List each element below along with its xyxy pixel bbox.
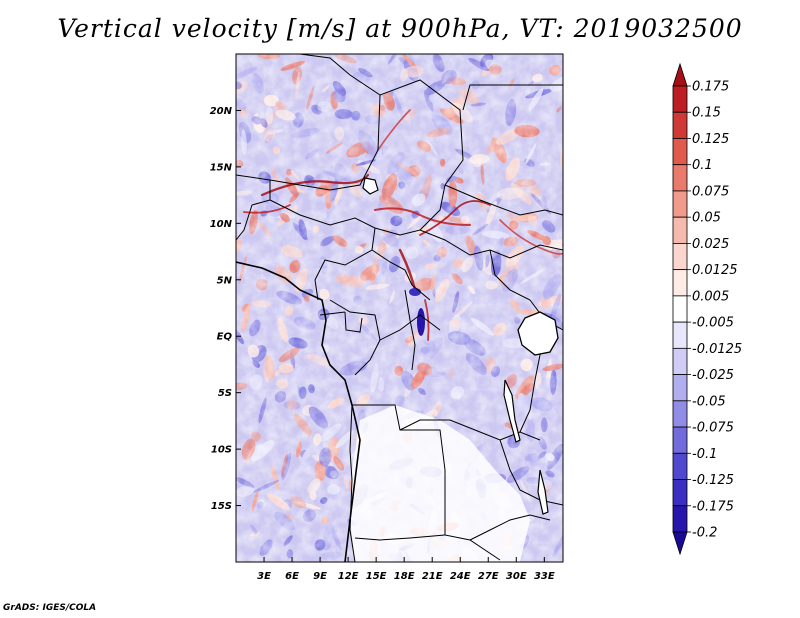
colorbar-label: -0.05 (692, 394, 726, 409)
lake-malawi (537, 469, 549, 515)
colorbar-label: 0.025 (692, 237, 729, 252)
lat-tick-label: 5S (218, 388, 232, 399)
colorbar-label: 0.15 (692, 106, 721, 121)
updraft-streak (424, 299, 430, 341)
colorbar-label: -0.005 (692, 316, 734, 331)
colorbar-swatch (672, 505, 688, 533)
colorbar: 0.175 0.15 0.125 0.1 0.075 0.05 0.025 0.0125 0.0… (672, 62, 742, 556)
border-line (329, 299, 381, 376)
lon-tick-label: 27E (478, 571, 499, 582)
colorbar-swatch (672, 243, 688, 271)
lake-tanganyika (503, 379, 521, 443)
colorbar-label: -0.1 (692, 447, 717, 462)
lat-tick-label: 10N (210, 219, 233, 230)
colorbar-swatch (672, 321, 688, 349)
updraft-streak (419, 200, 491, 236)
lon-tick-label: 21E (422, 571, 443, 582)
colorbar-swatch (672, 138, 688, 166)
colorbar-swatch (672, 452, 688, 480)
latitude-axis: 20N 15N 10N 5N EQ 5S 10S 15S (210, 106, 241, 512)
border-line (444, 184, 563, 216)
colorbar-label: -0.175 (692, 499, 734, 514)
colorbar-top-arrow (672, 62, 688, 87)
border-line (349, 404, 356, 562)
updraft-streak (260, 173, 370, 197)
updraft-streak (377, 109, 411, 151)
colorbar-swatch (672, 269, 688, 297)
updraft-streak (499, 219, 563, 255)
colorbar-swatch (672, 190, 688, 218)
border-line (379, 79, 464, 231)
colorbar-swatch (672, 111, 688, 139)
border-line (462, 84, 563, 111)
border-line (404, 289, 416, 371)
lat-tick-label: 10S (211, 445, 232, 456)
lat-tick-label: 15S (211, 501, 232, 512)
colorbar-swatch (672, 164, 688, 192)
lake-chad (362, 177, 379, 195)
chart-title: Vertical velocity [m/s] at 900hPa, VT: 2… (57, 14, 743, 43)
border-line (371, 249, 431, 301)
border-line (374, 227, 563, 259)
border-line (354, 534, 446, 541)
colorbar-label: -0.125 (692, 473, 734, 488)
colorbar-swatch (672, 216, 688, 244)
downdraft-core (417, 308, 425, 336)
lon-tick-label: 18E (394, 571, 415, 582)
lon-tick-label: 33E (534, 571, 555, 582)
lon-tick-label: 15E (366, 571, 387, 582)
colorbar-swatch (672, 400, 688, 428)
lon-tick-label: 30E (506, 571, 527, 582)
colorbar-label: 0.005 (692, 289, 729, 304)
lon-tick-label: 6E (285, 571, 299, 582)
map-frame (235, 53, 564, 563)
downdraft-core (409, 288, 421, 296)
colorbar-swatch (672, 295, 688, 323)
lake-victoria (517, 311, 559, 356)
border-line (344, 311, 363, 333)
colorbar-label: 0.125 (692, 132, 729, 147)
border-line (269, 54, 381, 191)
colorbar-swatch (672, 347, 688, 375)
colorbar-label: -0.025 (692, 368, 734, 383)
updraft-streak (243, 204, 291, 214)
colorbar-bottom-arrow (672, 531, 688, 556)
lon-tick-label: 3E (257, 571, 271, 582)
colorbar-swatch (672, 374, 688, 402)
lat-tick-label: 15N (210, 162, 233, 173)
colorbar-label: 0.075 (692, 184, 729, 199)
lon-tick-label: 12E (338, 571, 359, 582)
colorbar-label: -0.075 (692, 421, 734, 436)
border-line (352, 404, 501, 561)
border-line (499, 439, 563, 506)
colorbar-label: -0.0125 (692, 342, 742, 357)
lat-tick-label: 20N (210, 106, 233, 117)
colorbar-label: 0.05 (692, 211, 721, 226)
colorbar-label: -0.2 (692, 526, 717, 541)
lon-tick-label: 24E (450, 571, 471, 582)
longitude-axis: 3E 6E 9E 12E 15E 18E 21E 24E 27E 30E 33E (257, 557, 555, 582)
colorbar-label: 0.1 (692, 158, 713, 173)
border-line (236, 174, 271, 241)
border-line (269, 199, 376, 301)
colorbar-swatch (672, 479, 688, 507)
colorbar-swatch (672, 85, 688, 113)
coastline (236, 261, 361, 562)
lat-tick-label: 5N (217, 275, 233, 286)
border-line (469, 514, 551, 541)
colorbar-label: 0.175 (692, 80, 729, 95)
updraft-streak (374, 207, 471, 226)
dry-region (350, 405, 530, 562)
grads-credit: GrADS: IGES/COLA (3, 603, 97, 613)
lon-tick-label: 9E (313, 571, 327, 582)
lat-tick-label: EQ (217, 332, 233, 343)
colorbar-label: 0.0125 (692, 263, 738, 278)
colorbar-swatch (672, 426, 688, 454)
